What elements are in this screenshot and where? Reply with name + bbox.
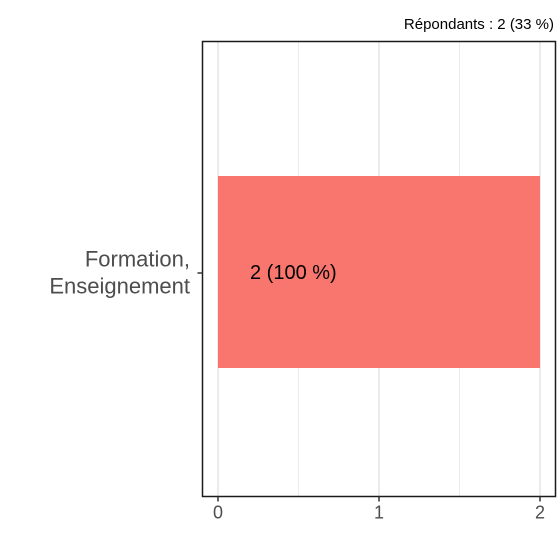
x-tick-label: 2 <box>535 503 545 523</box>
bars <box>218 176 540 368</box>
data-labels: 2 (100 %) <box>250 262 337 284</box>
bar <box>218 176 540 368</box>
y-category-label: Formation, Enseignement <box>49 247 190 299</box>
y-category-label-line: Formation, <box>85 247 190 272</box>
bar-data-label: 2 (100 %) <box>250 262 337 284</box>
x-axis: 0 1 2 <box>213 496 545 523</box>
x-tick-label: 0 <box>213 503 223 523</box>
y-axis: Formation, Enseignement <box>49 247 203 299</box>
x-tick-label: 1 <box>374 503 384 523</box>
chart-caption: Répondants : 2 (33 %) <box>404 16 554 33</box>
y-category-label-line: Enseignement <box>49 274 190 299</box>
